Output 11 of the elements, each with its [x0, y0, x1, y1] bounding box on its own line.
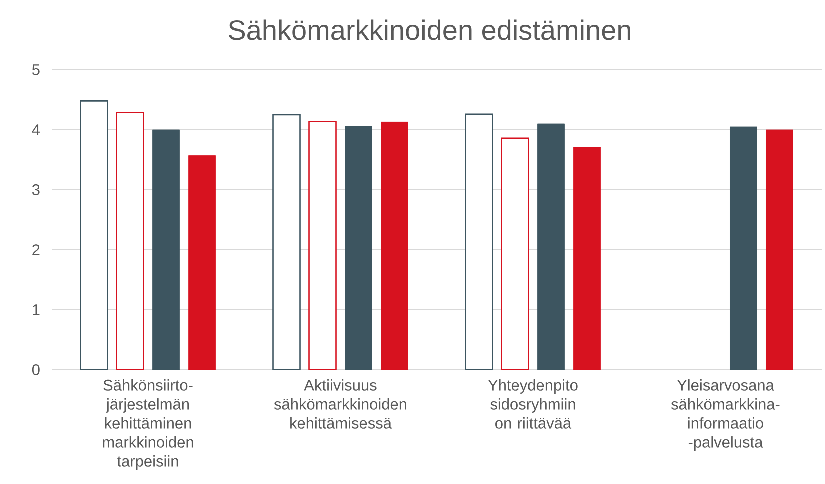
y-tick-label: 2 — [32, 244, 40, 256]
x-tick-label: Yhteydenpito sidosryhmiin on riittävää — [488, 380, 578, 429]
x-tick-label: Sähkönsiirto-järjestelmän kehittäminen markkinoiden tarpeisiin — [103, 380, 194, 470]
y-tick-label: 4 — [32, 124, 40, 136]
y-tick-label: 5 — [32, 64, 40, 76]
x-tick-label: Yleisarvosana sähkömarkkina-informaatio -palvelusta — [671, 380, 780, 451]
chart-title: Sähkömarkkinoiden edistäminen — [228, 20, 630, 40]
y-tick-label: 3 — [32, 184, 40, 196]
x-tick-label: Aktiivisuus sähkömarkkinoiden kehittämisessä — [274, 380, 406, 429]
y-tick-label: 1 — [33, 304, 40, 316]
y-tick-label: 0 — [32, 364, 40, 376]
